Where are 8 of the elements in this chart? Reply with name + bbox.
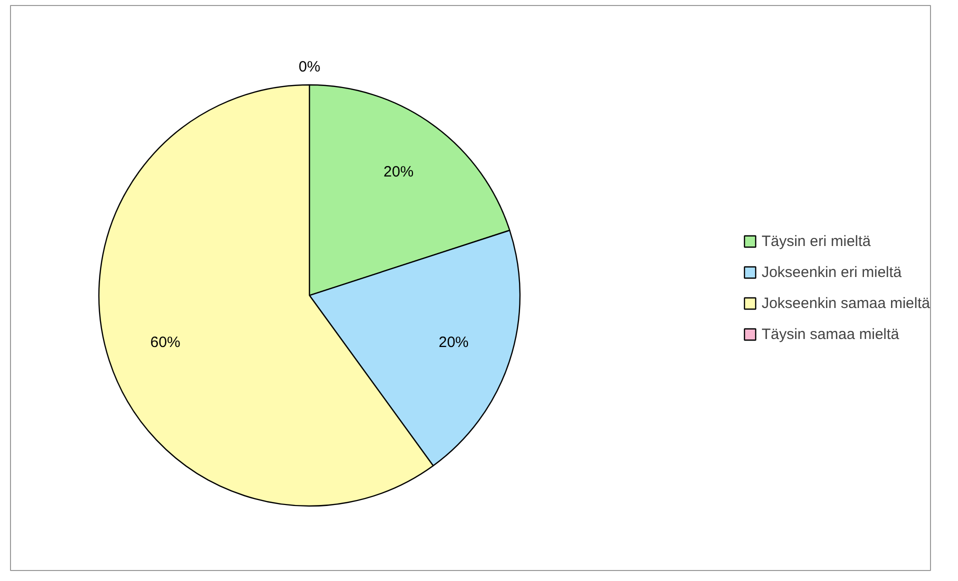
data-label: 60% [150, 334, 180, 351]
text: 0% [298, 58, 320, 76]
data-label: 20% [438, 334, 469, 351]
legend-label: Täysin samaa mieltä [762, 326, 900, 342]
legend-label: Jokseenkin samaa mieltä [762, 294, 930, 312]
legend-label: Täysin eri mieltä [762, 232, 871, 250]
legend-label: Jokseenkin eri mieltä [762, 264, 902, 280]
data-label: 20% [384, 164, 414, 181]
